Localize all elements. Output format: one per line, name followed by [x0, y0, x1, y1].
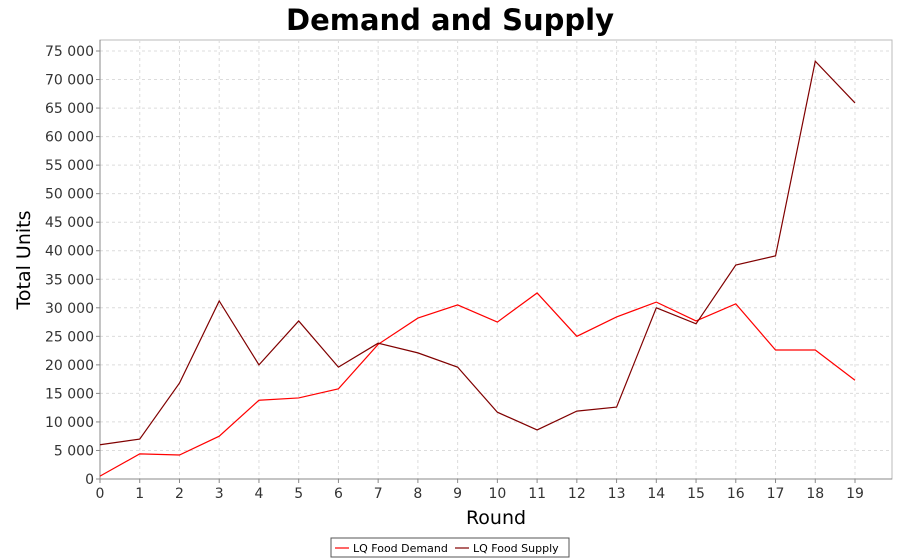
x-tick-label: 8 [413, 486, 422, 502]
x-tick-label: 1 [135, 486, 144, 502]
y-tick-label: 25 000 [45, 329, 94, 345]
x-tick-label: 11 [528, 486, 546, 502]
series-lines [99, 60, 856, 477]
x-tick-label: 13 [608, 486, 626, 502]
x-tick-label: 10 [488, 486, 506, 502]
x-tick-label: 15 [687, 486, 705, 502]
y-tick-label: 5 000 [54, 443, 94, 459]
y-axis-label: Total Units [13, 211, 35, 311]
y-tick-label: 75 000 [45, 44, 94, 60]
legend-box [330, 537, 570, 558]
x-tick-label: 9 [453, 486, 462, 502]
chart-title: Demand and Supply [286, 3, 614, 37]
y-tick-label: 10 000 [45, 415, 94, 431]
y-tick-label: 30 000 [45, 301, 94, 317]
y-tick-label: 70 000 [45, 73, 94, 89]
y-tick-label: 50 000 [45, 187, 94, 203]
y-tick-label: 55 000 [45, 158, 94, 174]
x-tick-label: 6 [334, 486, 343, 502]
x-tick-label: 3 [215, 486, 224, 502]
y-tick-label: 40 000 [45, 244, 94, 260]
legend-label: LQ Food Demand [353, 542, 448, 555]
y-tick-label: 60 000 [45, 130, 94, 146]
x-tick-label: 18 [806, 486, 824, 502]
y-tick-label: 20 000 [45, 358, 94, 374]
y-tick-label: 35 000 [45, 272, 94, 288]
x-tick-label: 0 [96, 486, 105, 502]
y-tick-label: 65 000 [45, 101, 94, 117]
series-line-lq-food-demand [99, 292, 856, 477]
x-tick-label: 16 [727, 486, 745, 502]
y-tick-label: 45 000 [45, 215, 94, 231]
x-tick-label: 17 [767, 486, 785, 502]
x-tick-label: 5 [294, 486, 303, 502]
legend: LQ Food Demand LQ Food Supply [330, 537, 570, 558]
x-tick-label: 7 [374, 486, 383, 502]
x-tick-label: 19 [846, 486, 864, 502]
grid [100, 40, 892, 479]
legend-label: LQ Food Supply [473, 542, 559, 555]
x-tick-label: 12 [568, 486, 586, 502]
x-tick-label: 2 [175, 486, 184, 502]
x-tick-label: 4 [254, 486, 263, 502]
x-axis-label: Round [466, 507, 526, 529]
y-tick-label: 0 [85, 472, 94, 488]
series-line-lq-food-supply [99, 60, 856, 446]
y-tick-label: 15 000 [45, 386, 94, 402]
x-tick-label: 14 [647, 486, 665, 502]
